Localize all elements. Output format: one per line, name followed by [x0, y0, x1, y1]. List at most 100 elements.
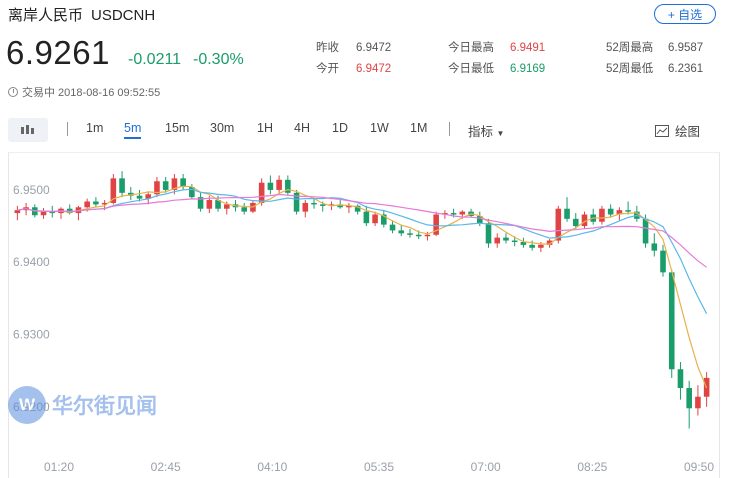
- y-tick-label: 6.9500: [13, 183, 50, 197]
- candle-body: [415, 234, 422, 237]
- indicators-menu[interactable]: 指标 ▼: [468, 121, 504, 140]
- indicators-label: 指标: [468, 125, 494, 139]
- draw-tool-button[interactable]: 绘图: [654, 121, 700, 140]
- open-value: 6.9472: [356, 63, 392, 75]
- stats-col-1: 昨收 今开: [316, 38, 339, 80]
- x-tick-label: 09:50: [684, 460, 714, 474]
- x-tick-label: 01:20: [44, 460, 74, 474]
- stats-col-3-values: 6.9587 6.2361: [668, 38, 703, 80]
- candle-body: [119, 178, 125, 193]
- add-watchlist-button[interactable]: + 自选: [654, 4, 716, 24]
- tab-1d[interactable]: 1D: [332, 121, 348, 135]
- candle-body: [49, 211, 56, 214]
- ma10-line: [17, 188, 708, 314]
- watermark-text: 华尔街见闻: [52, 393, 157, 418]
- chart-canvas[interactable]: 6.95006.94006.93006.920001:2002:4504:100…: [9, 153, 719, 478]
- candle-body: [538, 244, 544, 248]
- candle-body: [686, 388, 692, 409]
- tab-30m[interactable]: 30m: [210, 121, 235, 135]
- candle-body: [145, 194, 152, 199]
- tab-5m[interactable]: 5m: [124, 121, 142, 139]
- candle-body: [572, 218, 579, 227]
- candle-body: [319, 204, 326, 206]
- candle-body: [40, 211, 47, 216]
- candle-body: [398, 230, 405, 234]
- candle-body: [389, 224, 396, 231]
- x-tick-label: 02:45: [151, 460, 181, 474]
- candle-body: [189, 187, 195, 198]
- day-low-value: 6.9169: [510, 63, 546, 75]
- candle-body: [328, 204, 335, 206]
- candle-body: [101, 202, 108, 205]
- candle-body: [93, 201, 99, 205]
- wk52-high-label: 52周最高: [606, 42, 654, 54]
- candle-body: [162, 181, 169, 190]
- candle-body: [695, 396, 701, 409]
- candle-body: [424, 234, 431, 237]
- candle-body: [285, 179, 291, 193]
- watermark: W 华尔街见闻: [8, 386, 157, 424]
- candle-body: [450, 213, 457, 215]
- candle-body: [607, 208, 614, 215]
- tab-1h[interactable]: 1H: [257, 121, 273, 135]
- x-tick-label: 04:10: [257, 460, 287, 474]
- candle-body: [372, 214, 378, 224]
- candle-body: [110, 178, 117, 203]
- x-tick-label: 05:35: [364, 460, 394, 474]
- candle-body: [494, 237, 501, 244]
- price-change: -0.0211: [128, 51, 182, 68]
- ma20-line: [17, 193, 707, 268]
- candle-body: [555, 208, 562, 241]
- candle-body: [14, 210, 21, 214]
- candle-body: [346, 205, 352, 208]
- y-tick-label: 6.9400: [13, 255, 50, 269]
- open-label: 今开: [316, 63, 339, 75]
- stats-col-3: 52周最高 52周最低: [606, 38, 653, 80]
- candle-body: [668, 272, 675, 370]
- candle-body: [625, 210, 631, 212]
- candle-body: [267, 182, 274, 190]
- tab-1w[interactable]: 1W: [370, 121, 389, 135]
- caret-down-icon: ▼: [496, 129, 505, 138]
- y-tick-label: 6.9300: [13, 328, 50, 342]
- draw-icon: [654, 124, 669, 137]
- candle-body: [381, 214, 387, 225]
- last-price: 6.9261: [6, 34, 110, 71]
- tab-1m[interactable]: 1m: [86, 121, 104, 135]
- day-high-label: 今日最高: [448, 42, 494, 54]
- candle-body: [459, 211, 466, 215]
- candle-body: [433, 214, 439, 235]
- wk52-low-label: 52周最低: [606, 63, 654, 75]
- trading-status-text: 交易中 2018-08-16 09:52:55: [22, 87, 161, 99]
- candle-body: [293, 192, 300, 212]
- candle-body: [476, 215, 483, 224]
- candlestick-type-button[interactable]: [8, 118, 48, 142]
- instrument-name: 离岸人民币: [8, 7, 84, 24]
- tab-1mo[interactable]: 1M: [410, 121, 428, 135]
- x-tick-label: 07:00: [471, 460, 501, 474]
- candlestick-chart[interactable]: 6.95006.94006.93006.920001:2002:4504:100…: [8, 152, 720, 478]
- stats-col-2: 今日最高 今日最低: [448, 38, 494, 80]
- candle-body: [642, 218, 649, 244]
- candlestick-icon: [21, 125, 34, 134]
- wk52-low-value: 6.2361: [668, 63, 704, 75]
- candle-body: [136, 195, 143, 199]
- candle-body: [407, 233, 413, 235]
- day-high-value: 6.9491: [510, 42, 546, 54]
- clock-icon: [8, 87, 18, 97]
- candle-body: [206, 200, 213, 209]
- candle-body: [311, 202, 317, 205]
- candle-body: [363, 211, 370, 224]
- tab-4h[interactable]: 4H: [294, 121, 310, 135]
- candle-body: [197, 197, 204, 209]
- instrument-symbol: USDCNH: [91, 7, 156, 24]
- wk52-high-value: 6.9587: [668, 42, 704, 54]
- candle-body: [511, 240, 518, 243]
- tab-15m[interactable]: 15m: [165, 121, 190, 135]
- candle-body: [84, 201, 90, 208]
- prev-close-label: 昨收: [316, 42, 339, 54]
- candle-body: [546, 240, 553, 245]
- watermark-logo-icon: W: [8, 386, 46, 424]
- candle-body: [485, 223, 492, 244]
- candle-body: [677, 369, 684, 389]
